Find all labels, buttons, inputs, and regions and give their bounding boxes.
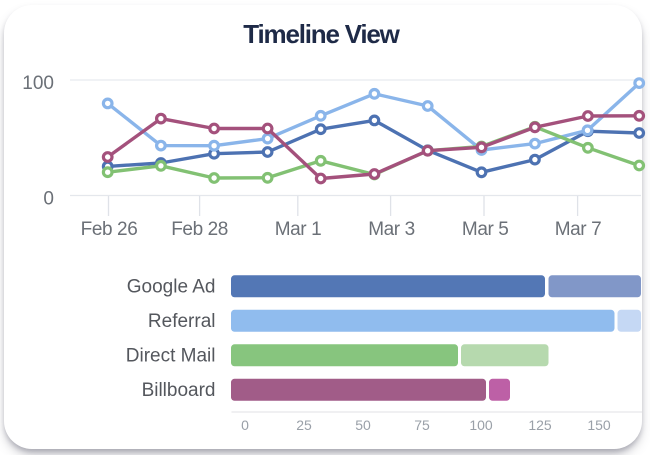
svg-text:Mar 5: Mar 5 xyxy=(462,219,509,240)
svg-text:Referral: Referral xyxy=(148,311,216,332)
svg-text:Mar 7: Mar 7 xyxy=(555,219,602,240)
svg-text:Direct Mail: Direct Mail xyxy=(126,346,216,367)
svg-text:50: 50 xyxy=(355,417,371,433)
svg-text:Mar 1: Mar 1 xyxy=(275,219,322,240)
svg-text:25: 25 xyxy=(296,417,312,433)
svg-text:125: 125 xyxy=(528,417,552,433)
svg-text:75: 75 xyxy=(414,417,430,433)
svg-text:Timeline View: Timeline View xyxy=(243,19,400,49)
svg-text:0: 0 xyxy=(241,417,249,433)
svg-text:100: 100 xyxy=(469,417,493,433)
svg-text:0: 0 xyxy=(43,189,54,210)
svg-text:Feb 28: Feb 28 xyxy=(171,219,228,240)
svg-text:100: 100 xyxy=(22,73,54,94)
svg-text:Feb 26: Feb 26 xyxy=(81,219,138,240)
svg-text:Google Ad: Google Ad xyxy=(127,277,216,298)
svg-text:150: 150 xyxy=(587,417,611,433)
svg-text:Billboard: Billboard xyxy=(142,380,216,401)
svg-text:Mar 3: Mar 3 xyxy=(368,219,415,240)
